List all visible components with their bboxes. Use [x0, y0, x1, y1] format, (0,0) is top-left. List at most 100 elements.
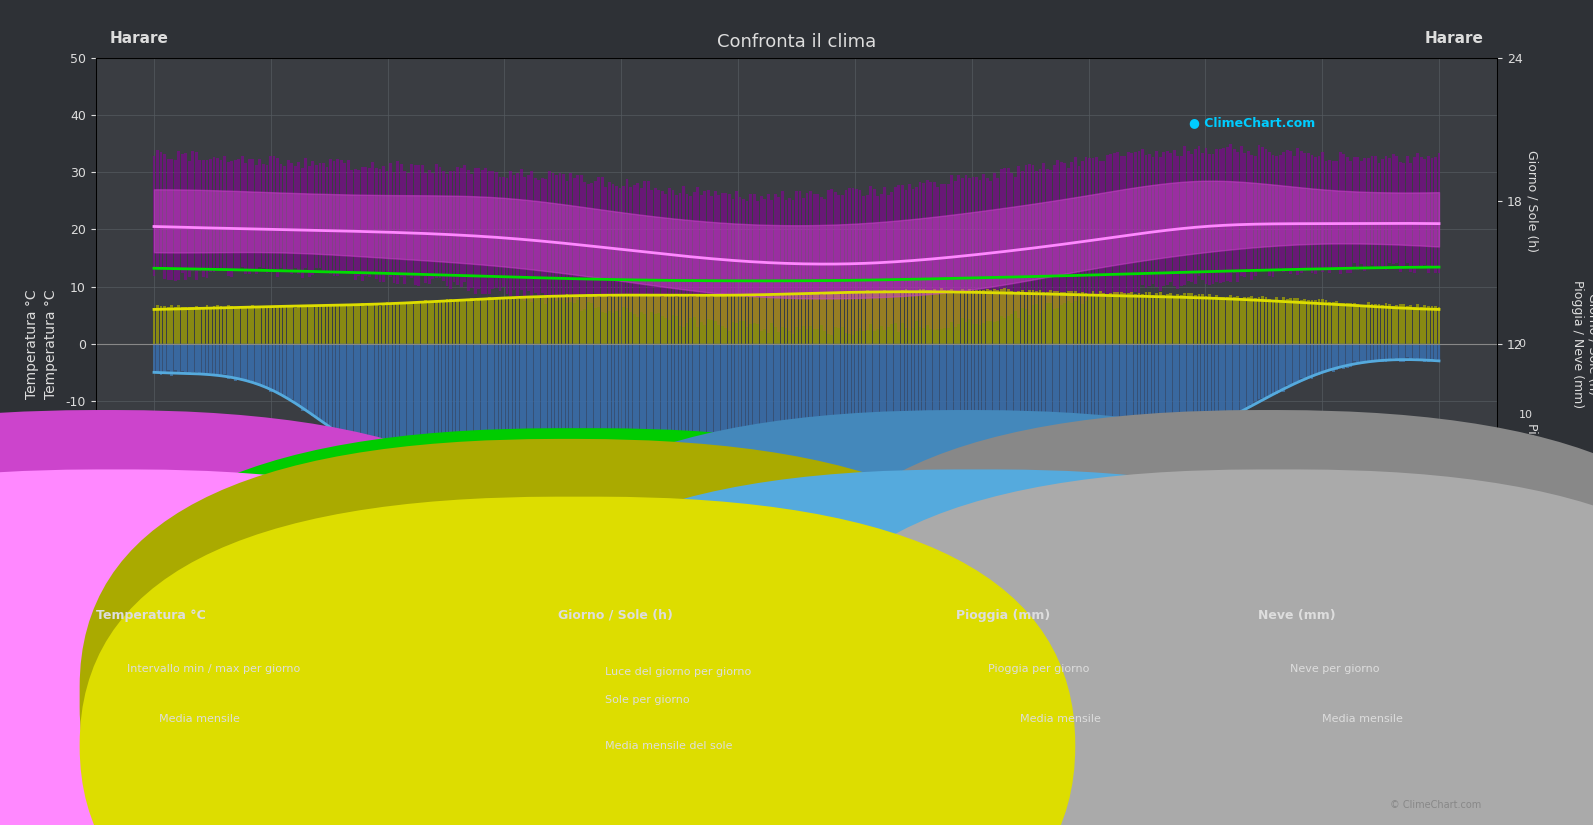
Bar — [1314, 158, 1317, 274]
Bar — [362, 344, 363, 446]
Bar — [1027, 344, 1031, 462]
Bar — [961, 289, 964, 344]
Bar — [922, 344, 926, 463]
Bar — [951, 175, 953, 322]
Bar — [1099, 161, 1101, 295]
Bar — [261, 307, 264, 344]
Bar — [182, 307, 183, 344]
Bar — [1134, 152, 1137, 292]
Bar — [276, 306, 279, 344]
Bar — [954, 344, 957, 461]
Bar — [1219, 296, 1222, 344]
Text: 0: 0 — [1518, 339, 1526, 349]
Bar — [548, 171, 551, 299]
Bar — [1268, 299, 1271, 344]
Bar — [972, 177, 975, 324]
Bar — [519, 169, 523, 290]
Bar — [217, 305, 218, 344]
Bar — [908, 344, 911, 459]
Bar — [586, 344, 589, 460]
Bar — [1053, 291, 1056, 344]
Bar — [1109, 293, 1112, 344]
Bar — [725, 193, 728, 328]
Bar — [530, 172, 534, 302]
Bar — [516, 299, 519, 344]
Bar — [1375, 344, 1376, 360]
Bar — [1225, 344, 1228, 421]
Bar — [537, 180, 540, 298]
Bar — [1085, 344, 1088, 460]
Bar — [400, 303, 403, 344]
Bar — [580, 295, 583, 344]
Bar — [876, 292, 879, 344]
Bar — [696, 295, 699, 344]
Bar — [1195, 344, 1196, 432]
Bar — [1024, 344, 1027, 464]
Bar — [1000, 290, 1002, 344]
Bar — [470, 344, 473, 463]
Bar — [1311, 344, 1313, 379]
Bar — [456, 300, 459, 344]
Bar — [202, 308, 205, 344]
Bar — [220, 160, 223, 271]
Bar — [975, 290, 978, 344]
Bar — [220, 344, 223, 376]
Bar — [424, 300, 427, 344]
Bar — [244, 306, 247, 344]
Bar — [757, 296, 760, 344]
Bar — [640, 294, 642, 344]
Bar — [484, 167, 487, 294]
Bar — [722, 344, 723, 464]
Bar — [153, 157, 156, 276]
Bar — [162, 306, 166, 344]
Bar — [403, 344, 406, 465]
Bar — [667, 344, 671, 464]
Bar — [530, 344, 534, 462]
Bar — [908, 184, 911, 330]
Bar — [1074, 344, 1077, 464]
Bar — [1134, 344, 1137, 455]
Bar — [325, 344, 328, 423]
Bar — [710, 297, 714, 344]
Bar — [905, 290, 908, 344]
Bar — [961, 177, 964, 318]
Bar — [188, 307, 191, 344]
Bar — [940, 184, 943, 329]
Bar — [664, 344, 667, 461]
Bar — [1437, 344, 1440, 360]
Bar — [336, 306, 339, 344]
Bar — [919, 182, 921, 327]
Bar — [954, 291, 957, 344]
Bar — [1335, 301, 1338, 344]
Text: Harare: Harare — [1424, 31, 1483, 46]
Bar — [682, 344, 685, 460]
Bar — [534, 177, 537, 293]
Bar — [1364, 344, 1367, 363]
Bar — [1332, 344, 1335, 371]
Bar — [1155, 344, 1158, 449]
Bar — [298, 305, 299, 344]
Bar — [374, 344, 378, 459]
Bar — [1360, 344, 1362, 364]
Bar — [1195, 295, 1196, 344]
Bar — [632, 185, 636, 314]
Bar — [523, 298, 526, 344]
Bar — [1230, 295, 1231, 344]
Bar — [432, 172, 435, 279]
Bar — [1082, 344, 1083, 464]
Bar — [914, 291, 918, 344]
Bar — [1207, 295, 1211, 344]
Bar — [499, 297, 502, 344]
Bar — [566, 182, 569, 304]
Bar — [452, 300, 456, 344]
Bar — [266, 166, 268, 273]
Bar — [411, 302, 413, 344]
Bar — [1236, 344, 1239, 413]
Bar — [1254, 156, 1257, 276]
Bar — [827, 190, 830, 334]
Bar — [1109, 344, 1112, 458]
Bar — [844, 294, 847, 344]
Bar — [429, 302, 430, 344]
Bar — [1106, 154, 1109, 295]
Bar — [435, 164, 438, 278]
